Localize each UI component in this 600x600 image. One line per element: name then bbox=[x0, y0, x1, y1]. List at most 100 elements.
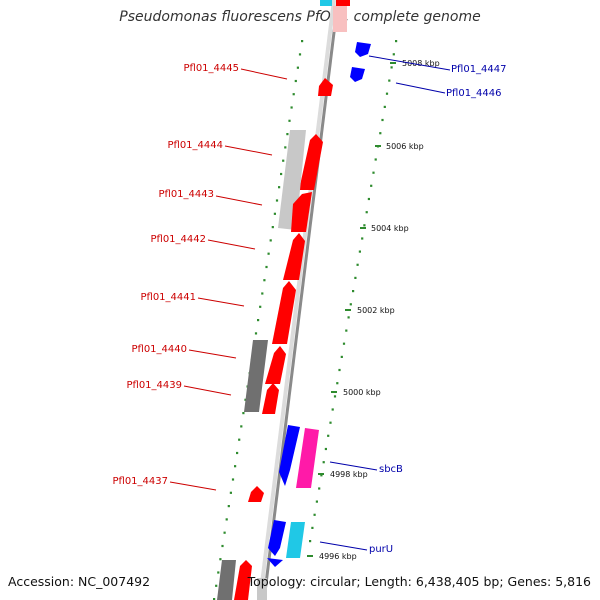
tick-dot bbox=[215, 584, 218, 587]
gene-label-pfl01-4439: Pfl01_4439 bbox=[126, 380, 182, 391]
gene-arrow-pfl01-4443 bbox=[291, 192, 312, 232]
gene-label-pfl01-4440: Pfl01_4440 bbox=[131, 344, 187, 355]
right-leader-lines bbox=[319, 55, 451, 551]
tick-dot bbox=[395, 40, 398, 43]
tick-dot bbox=[273, 212, 276, 215]
tick-dot bbox=[213, 598, 216, 600]
gene-arrow-pfl01-4444 bbox=[299, 134, 323, 190]
gene-block-top-pink bbox=[333, 6, 347, 32]
tick-dot bbox=[238, 438, 241, 441]
tick-dot bbox=[372, 171, 375, 174]
tick-dot bbox=[290, 106, 293, 109]
tick-dot bbox=[320, 474, 323, 477]
tick-dot bbox=[342, 342, 346, 345]
scale-tick-5008: 5008 kbp bbox=[402, 59, 440, 68]
tick-dot bbox=[347, 316, 350, 319]
tick-dot bbox=[309, 540, 312, 543]
gene-label-pfl01-4443: Pfl01_4443 bbox=[158, 189, 214, 200]
tick-dot bbox=[329, 421, 332, 424]
gene-arrow-pfl01-4441 bbox=[272, 281, 296, 344]
gene-arrow-sbcb bbox=[279, 425, 300, 486]
tick-dot bbox=[322, 461, 325, 464]
tick-dot bbox=[296, 66, 299, 69]
tick-dot bbox=[349, 303, 352, 306]
left-gene-labels: Pfl01_4445 Pfl01_4444 Pfl01_4443 Pfl01_4… bbox=[112, 63, 239, 487]
tick-dot bbox=[367, 197, 370, 201]
tick-dot bbox=[327, 434, 330, 437]
gene-arrow-small-blue bbox=[267, 558, 283, 567]
gene-label-pfl01-4445: Pfl01_4445 bbox=[183, 63, 239, 74]
tick-dot bbox=[301, 40, 304, 43]
scale-tick-5000: 5000 kbp bbox=[343, 388, 381, 397]
gene-label-pfl01-4446: Pfl01_4446 bbox=[446, 88, 502, 99]
gene-label-pfl01-4447: Pfl01_4447 bbox=[451, 64, 507, 75]
tick-dot bbox=[356, 263, 359, 266]
tick-dot bbox=[269, 239, 272, 242]
gene-block-top-cyan bbox=[320, 0, 332, 6]
scale-tick-4998: 4998 kbp bbox=[330, 470, 368, 479]
pseudogene-dark-1 bbox=[244, 340, 268, 412]
tick-dot bbox=[336, 382, 339, 385]
tick-dot bbox=[244, 398, 247, 401]
gene-arrow-pfl01-4437 bbox=[248, 486, 264, 502]
tick-dot bbox=[221, 544, 224, 548]
tick-dot bbox=[361, 237, 364, 240]
tick-dot bbox=[331, 408, 334, 411]
gene-block-top-red bbox=[336, 0, 350, 6]
tick-dot bbox=[363, 224, 366, 227]
tick-dot bbox=[280, 172, 283, 176]
map-title: Pseudomonas fluorescens PfO-1, complete … bbox=[119, 9, 481, 25]
scale-tick-5002: 5002 kbp bbox=[357, 306, 395, 315]
gene-arrow-pfl01-4442 bbox=[283, 233, 305, 280]
tick-dot bbox=[240, 425, 243, 428]
tick-dot bbox=[318, 487, 321, 490]
tick-dot bbox=[315, 500, 318, 503]
tick-dot bbox=[388, 79, 391, 82]
tick-dot bbox=[292, 93, 295, 96]
tick-dot bbox=[365, 211, 368, 214]
gene-block-magenta bbox=[296, 428, 319, 488]
gene-label-sbcb: sbcB bbox=[379, 464, 403, 475]
outer-tick-ring bbox=[309, 40, 398, 543]
tick-dot bbox=[354, 276, 357, 279]
tick-dot bbox=[261, 292, 264, 295]
gene-arrow-pfl01-4445 bbox=[318, 78, 333, 96]
tick-dot bbox=[286, 133, 289, 136]
tick-dot bbox=[242, 412, 245, 415]
tick-dot bbox=[259, 305, 262, 308]
gene-block-bottom-light bbox=[257, 578, 267, 600]
tick-dot bbox=[385, 92, 389, 95]
gene-block-cyan bbox=[286, 522, 305, 558]
tick-dot bbox=[284, 146, 287, 149]
tick-dot bbox=[275, 199, 279, 202]
tick-dot bbox=[265, 265, 268, 269]
tick-dot bbox=[257, 319, 260, 322]
tick-dot bbox=[236, 451, 239, 455]
scale-labels: 5008 kbp 5006 kbp 5004 kbp 5002 kbp 5000… bbox=[307, 59, 440, 561]
gene-arrow-puru bbox=[268, 520, 286, 556]
tick-dot bbox=[294, 79, 297, 83]
tick-dot bbox=[374, 158, 377, 161]
gene-features bbox=[217, 0, 371, 600]
gene-arrow-pfl01-4447 bbox=[355, 42, 371, 57]
tick-dot bbox=[358, 250, 361, 253]
tick-dot bbox=[278, 186, 281, 189]
tick-dot bbox=[392, 53, 395, 56]
pseudogene-dark-2 bbox=[217, 560, 236, 600]
gene-arrow-bottom-red bbox=[234, 560, 252, 600]
tick-dot bbox=[227, 505, 230, 508]
tick-dot bbox=[390, 66, 393, 69]
gene-arrow-pfl01-4439 bbox=[262, 383, 279, 414]
gene-label-pfl01-4441: Pfl01_4441 bbox=[140, 292, 196, 303]
gene-arrow-pfl01-4440 bbox=[265, 346, 286, 384]
scale-tick-5004: 5004 kbp bbox=[371, 224, 409, 233]
right-gene-labels: Pfl01_4447 Pfl01_4446 sbcB purU bbox=[369, 64, 507, 555]
tick-dot bbox=[311, 526, 314, 529]
tick-dot bbox=[338, 368, 341, 372]
tick-dot bbox=[345, 329, 348, 332]
pseudogene-light-1 bbox=[278, 130, 306, 230]
scale-tick-5006: 5006 kbp bbox=[386, 142, 424, 151]
gene-label-puru: purU bbox=[369, 544, 393, 555]
tick-dot bbox=[333, 395, 337, 398]
